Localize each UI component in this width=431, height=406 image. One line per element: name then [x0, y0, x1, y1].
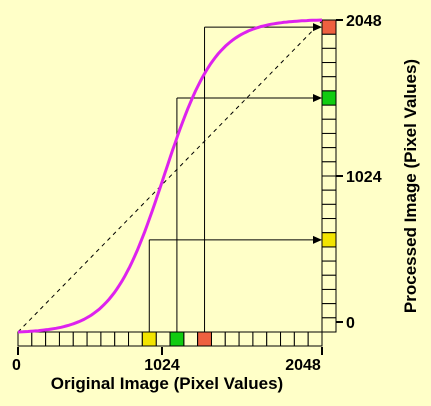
y-tick-label-2048: 2048 [346, 13, 382, 30]
yellow-processed-cell [321, 232, 337, 248]
y-strip-cell [321, 260, 337, 276]
x-tick-label-0: 0 [12, 357, 21, 374]
x-strip-cell [17, 331, 33, 347]
x-strip-cell [210, 331, 226, 347]
x-strip-cell [155, 331, 171, 347]
x-strip-cell [224, 331, 240, 347]
x-strip-cell [128, 331, 143, 347]
x-strip-cell [100, 331, 116, 347]
identity-line [17, 19, 324, 333]
y-strip-cell [321, 132, 337, 149]
red-arrowhead-icon [313, 23, 322, 32]
x-strip-cell [280, 331, 295, 347]
y-strip-cell [321, 76, 337, 92]
y-strip-cell [321, 118, 337, 134]
x-strip-cell [252, 331, 268, 347]
x-strip-cell [307, 331, 323, 347]
x-strip-cell [45, 331, 60, 347]
x-strip-cell [58, 331, 74, 347]
red-original-cell [197, 331, 212, 347]
x-strip-cell [86, 331, 102, 347]
original-pixel-strip [17, 331, 323, 347]
y-strip-cell [321, 104, 337, 120]
y-strip-cell [321, 203, 337, 220]
transfer-curve [17, 18, 323, 334]
x-axis-title: Original Image (Pixel Values) [51, 374, 283, 393]
y-strip-cell [321, 33, 337, 49]
mapping-guides [148, 23, 322, 332]
yellow-original-cell [141, 331, 157, 347]
y-strip-cell [321, 62, 337, 78]
x-strip-cell [114, 331, 130, 347]
x-strip-cell [72, 331, 88, 347]
yellow-arrowhead-icon [313, 235, 322, 244]
green-processed-cell [321, 90, 337, 106]
green-original-cell [169, 331, 185, 347]
x-strip-cell [183, 331, 199, 347]
y-strip-cell [321, 161, 337, 177]
x-strip-cell [266, 331, 282, 347]
x-tick-label-1024: 1024 [144, 357, 180, 374]
y-strip-cell [321, 288, 337, 305]
x-tick-label-2048: 2048 [285, 357, 321, 374]
y-tick-label-0: 0 [346, 315, 355, 332]
y-strip-cell [321, 218, 337, 234]
x-strip-cell [31, 331, 47, 347]
processed-pixel-strip [321, 19, 337, 333]
y-strip-cell [321, 47, 337, 64]
y-strip-cell [321, 189, 337, 205]
y-strip-cell [321, 317, 337, 333]
y-strip-cell [321, 274, 337, 290]
y-strip-cell [321, 175, 337, 191]
y-axis-title: Processed Image (Pixel Values) [401, 59, 420, 313]
red-processed-cell [321, 19, 337, 35]
x-strip-cell [293, 331, 309, 347]
y-strip-cell [321, 147, 337, 163]
x-strip-cell [238, 331, 254, 347]
y-strip-cell [321, 246, 337, 262]
y-strip-cell [321, 303, 337, 319]
green-arrowhead-icon [313, 94, 322, 102]
y-tick-label-1024: 1024 [346, 169, 382, 186]
